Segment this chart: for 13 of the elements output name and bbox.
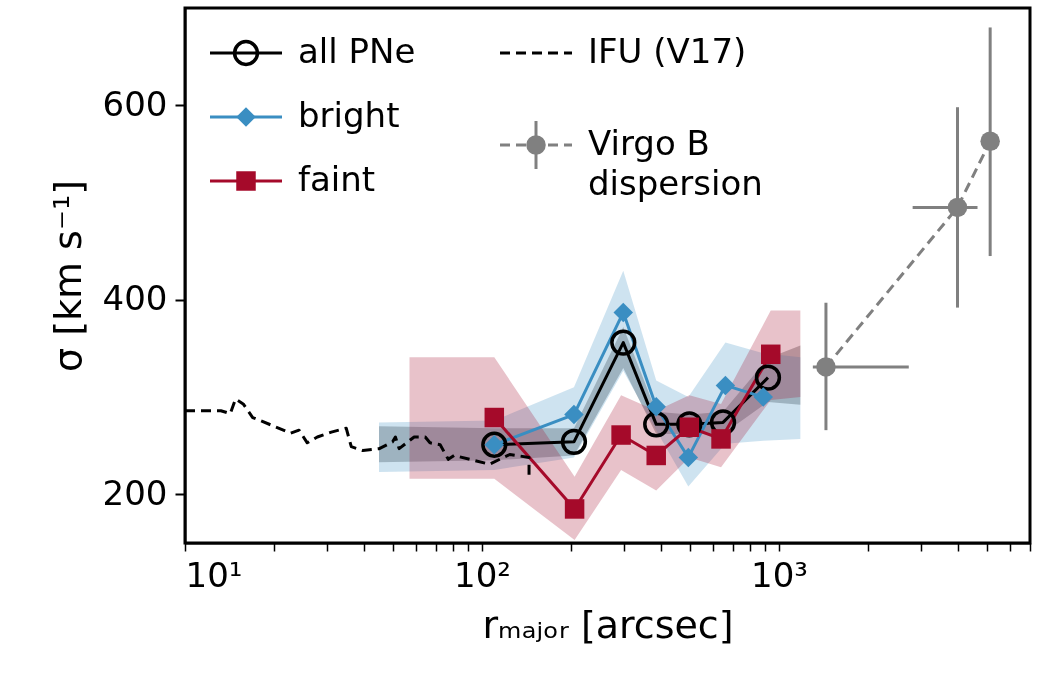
x-axis-title: rₘₐⱼₒᵣ [arcsec]	[482, 602, 734, 647]
y-tick-label: 200	[102, 472, 168, 513]
x-tick-label: 10²	[454, 554, 511, 595]
legend-label: Virgo B dispersion	[588, 123, 763, 203]
y-tick-label: 400	[102, 278, 168, 319]
legend-label: IFU (V17)	[588, 31, 747, 71]
y-tick-label: 600	[102, 83, 168, 124]
legend-label: faint	[298, 159, 376, 199]
legend-label: all PNe	[298, 31, 416, 71]
legend-label: bright	[298, 95, 400, 135]
x-tick-label: 10³	[751, 554, 808, 595]
y-axis-title: σ [km s⁻¹]	[45, 179, 90, 373]
x-tick-label: 10¹	[185, 554, 243, 595]
